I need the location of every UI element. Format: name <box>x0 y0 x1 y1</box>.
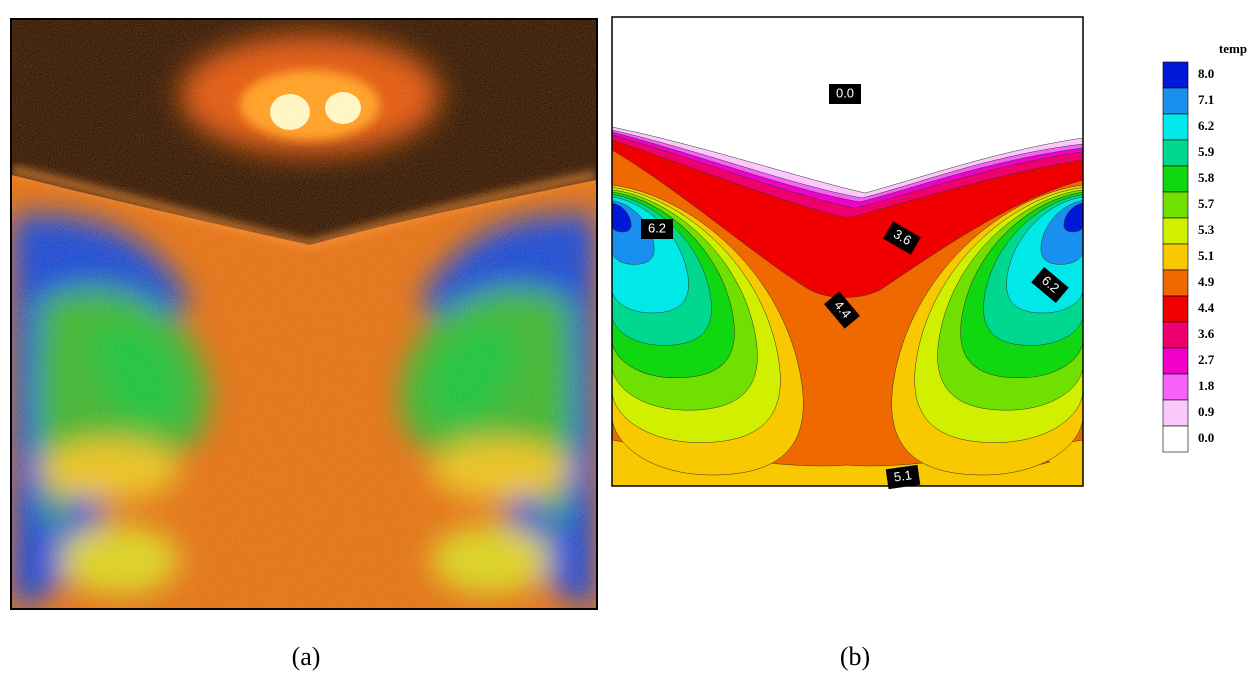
legend-label: 5.3 <box>1198 222 1215 237</box>
legend-swatch <box>1163 270 1188 296</box>
legend-swatch <box>1163 400 1188 426</box>
figure: 0.0 6.2 3.6 4.4 6.2 5.1 temp 8.0 7.1 6.2 5.… <box>0 0 1253 686</box>
legend-swatch <box>1163 426 1188 452</box>
legend-label: 1.8 <box>1198 378 1215 393</box>
caption: (a) <box>292 642 321 671</box>
legend-swatch <box>1163 62 1188 88</box>
legend-swatch <box>1163 244 1188 270</box>
page: 0.0 6.2 3.6 4.4 6.2 5.1 temp 8.0 7.1 6.2 5.… <box>0 0 1253 686</box>
legend-label: 0.9 <box>1198 404 1215 419</box>
legend-label: 2.7 <box>1198 352 1215 367</box>
photo <box>12 20 596 608</box>
legend-label: 7.1 <box>1198 92 1214 107</box>
contour-label: 5.1 <box>893 467 913 484</box>
photo-panel <box>10 18 598 610</box>
legend-swatch <box>1163 218 1188 244</box>
legend-label: 6.2 <box>1198 118 1214 133</box>
legend-label: 5.7 <box>1198 196 1215 211</box>
legend-swatch <box>1163 374 1188 400</box>
legend-swatch <box>1163 296 1188 322</box>
legend-label: 0.0 <box>1198 430 1214 445</box>
caption: (b) <box>840 642 870 671</box>
legend-swatch <box>1163 166 1188 192</box>
legend-swatch <box>1163 192 1188 218</box>
legend-label: 4.4 <box>1198 300 1215 315</box>
legend-swatch <box>1163 140 1188 166</box>
contour-label: 6.2 <box>648 220 666 235</box>
legend-label: 5.9 <box>1198 144 1215 159</box>
legend-label: 4.9 <box>1198 274 1215 289</box>
legend-label: 8.0 <box>1198 66 1214 81</box>
legend-swatch <box>1163 348 1188 374</box>
legend-swatch <box>1163 322 1188 348</box>
legend-label: 5.8 <box>1198 170 1215 185</box>
legend-label: 5.1 <box>1198 248 1214 263</box>
legend-label: 3.6 <box>1198 326 1215 341</box>
legend-title: temp <box>1219 41 1247 56</box>
legend: temp 8.0 7.1 6.2 5.9 5.8 5.7 5.3 5.1 4.9 4.4 3.6 2.… <box>1163 41 1247 452</box>
legend-swatch <box>1163 88 1188 114</box>
contour-label: 0.0 <box>836 85 854 100</box>
legend-swatch <box>1163 114 1188 140</box>
